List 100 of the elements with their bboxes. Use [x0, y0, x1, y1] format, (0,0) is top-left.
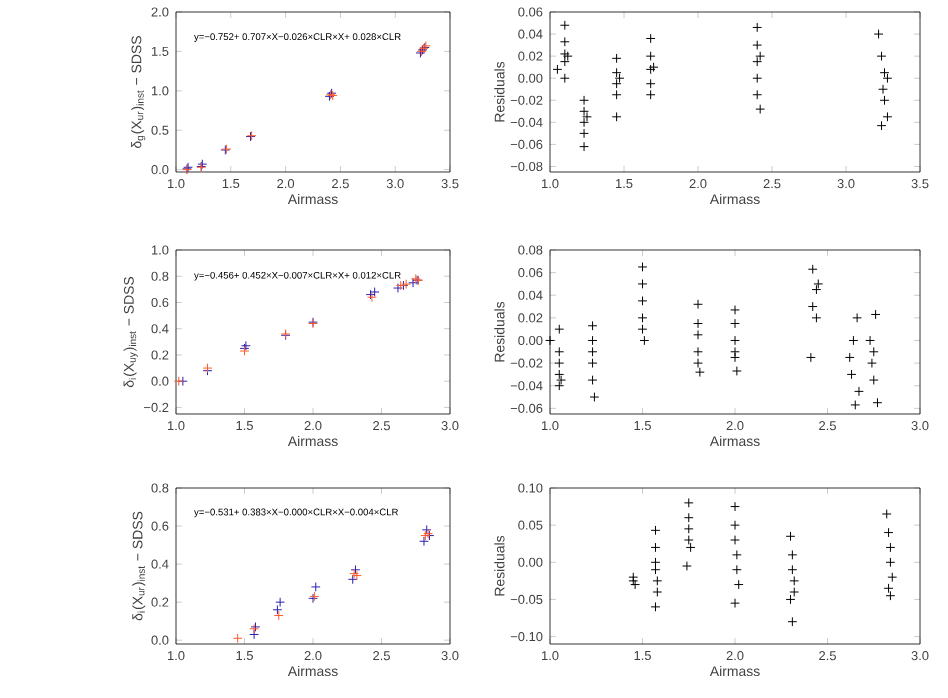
point	[755, 51, 766, 62]
point	[587, 320, 598, 331]
point	[579, 141, 589, 152]
point	[813, 279, 824, 289]
point	[645, 33, 656, 44]
point	[272, 604, 283, 615]
point	[730, 520, 740, 531]
point	[752, 89, 763, 100]
point	[752, 22, 763, 33]
point	[652, 587, 663, 597]
point	[554, 369, 565, 380]
point	[637, 262, 648, 272]
point	[559, 20, 570, 31]
point	[587, 358, 598, 368]
point	[730, 346, 740, 357]
point	[787, 616, 798, 627]
point	[731, 549, 742, 560]
point	[752, 40, 763, 50]
point	[639, 335, 650, 346]
point	[683, 497, 694, 508]
point	[232, 633, 243, 644]
point	[870, 309, 881, 320]
point	[587, 346, 598, 357]
point	[310, 582, 321, 592]
point	[559, 36, 570, 47]
point	[587, 335, 598, 346]
point	[752, 73, 763, 84]
point	[579, 95, 589, 106]
point	[733, 579, 744, 590]
point	[545, 335, 555, 346]
point	[637, 295, 648, 306]
point	[850, 400, 861, 410]
point	[755, 104, 766, 114]
point	[785, 594, 796, 605]
point	[807, 301, 818, 312]
point	[554, 358, 565, 368]
point	[883, 527, 894, 538]
point	[682, 561, 692, 571]
point	[552, 64, 563, 75]
point	[645, 51, 656, 62]
point	[650, 601, 661, 612]
point	[789, 575, 800, 586]
point	[873, 29, 884, 39]
point	[805, 352, 816, 363]
point	[789, 587, 800, 597]
point	[811, 284, 822, 295]
point	[611, 67, 622, 78]
point	[683, 535, 694, 545]
point	[683, 523, 694, 534]
point	[273, 610, 284, 621]
point	[730, 501, 740, 512]
point	[637, 279, 648, 289]
point	[876, 51, 887, 62]
point	[872, 397, 883, 408]
point	[645, 89, 656, 100]
point	[650, 525, 661, 536]
point	[852, 312, 863, 323]
point	[559, 56, 570, 67]
point	[554, 324, 565, 335]
point	[883, 583, 894, 594]
point	[879, 95, 890, 106]
point	[865, 335, 875, 346]
point	[694, 367, 705, 378]
point	[730, 352, 740, 363]
point	[611, 53, 622, 64]
point	[650, 542, 661, 553]
point	[730, 598, 740, 609]
point	[887, 572, 898, 583]
point	[731, 366, 742, 376]
point	[846, 369, 857, 380]
point	[554, 346, 565, 357]
point	[650, 564, 661, 575]
point	[275, 597, 286, 608]
point	[652, 575, 663, 586]
point	[611, 111, 622, 122]
point	[885, 590, 896, 601]
point	[876, 120, 887, 131]
point	[730, 305, 740, 315]
point	[611, 78, 622, 89]
point	[785, 531, 796, 542]
point	[419, 536, 429, 547]
point	[630, 579, 641, 590]
point	[811, 312, 822, 323]
point	[587, 375, 598, 385]
point	[693, 318, 703, 329]
point	[693, 329, 703, 340]
point	[582, 111, 592, 122]
point	[730, 335, 740, 346]
point	[579, 128, 589, 139]
point	[879, 67, 890, 78]
point	[854, 386, 864, 397]
point	[579, 117, 589, 128]
point	[731, 564, 742, 575]
point	[554, 380, 565, 391]
point	[683, 512, 694, 523]
point	[787, 549, 798, 560]
point	[807, 264, 818, 275]
point	[556, 375, 567, 385]
point	[685, 542, 696, 553]
point	[844, 352, 855, 363]
